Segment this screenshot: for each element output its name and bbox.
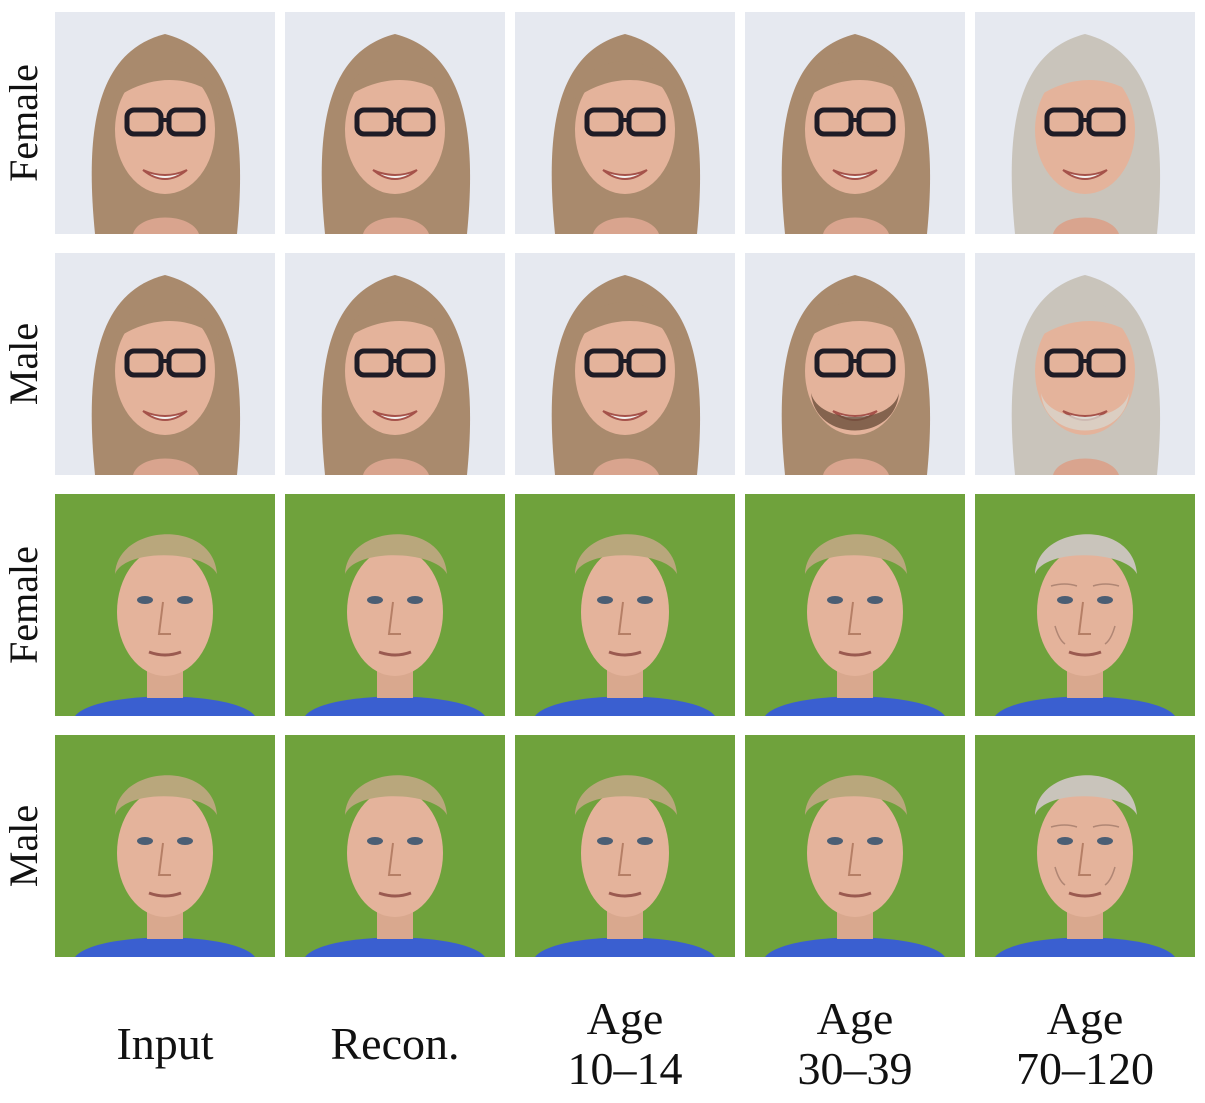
face-image: [745, 735, 965, 957]
portrait-r2-recon: [285, 253, 505, 475]
column-label-input: Input: [116, 1018, 214, 1070]
portrait-r1-age-30-39: [745, 12, 965, 234]
face-image: [975, 494, 1195, 716]
portrait-r4-age-30-39: [745, 735, 965, 957]
face-image: [515, 12, 735, 234]
portrait-r4-input: [55, 735, 275, 957]
portrait-r1-age-10-14: [515, 12, 735, 234]
portrait-r4-age-10-14: [515, 735, 735, 957]
column-label-recon: Recon.: [330, 1018, 460, 1070]
row-label-2: Male: [1, 322, 46, 406]
portrait-r2-age-70-120: [975, 253, 1195, 475]
face-image: [285, 253, 505, 475]
face-image: [975, 735, 1195, 957]
row-label-3: Female: [1, 546, 47, 664]
portrait-r3-input: [55, 494, 275, 716]
portrait-r2-age-30-39: [745, 253, 965, 475]
face-image: [285, 12, 505, 234]
column-label-age-10-14: Age 10–14: [567, 993, 683, 1094]
column-label-age-30-39: Age 30–39: [797, 993, 913, 1094]
portrait-r3-age-10-14: [515, 494, 735, 716]
portrait-r1-recon: [285, 12, 505, 234]
face-image: [55, 735, 275, 957]
face-image: [285, 494, 505, 716]
row-label-1: Female: [1, 64, 47, 182]
portrait-r2-age-10-14: [515, 253, 735, 475]
portrait-r1-input: [55, 12, 275, 234]
face-image: [745, 494, 965, 716]
face-image: [975, 253, 1195, 475]
portrait-r1-age-70-120: [975, 12, 1195, 234]
portrait-r4-recon: [285, 735, 505, 957]
face-image: [975, 12, 1195, 234]
portrait-r3-recon: [285, 494, 505, 716]
portrait-r3-age-70-120: [975, 494, 1195, 716]
face-image: [515, 494, 735, 716]
portrait-r4-age-70-120: [975, 735, 1195, 957]
portrait-r3-age-30-39: [745, 494, 965, 716]
face-image: [745, 12, 965, 234]
face-image: [285, 735, 505, 957]
face-image: [515, 253, 735, 475]
column-label-age-70-120: Age 70–120: [1016, 993, 1154, 1094]
portrait-r2-input: [55, 253, 275, 475]
face-image: [55, 494, 275, 716]
face-image: [55, 253, 275, 475]
face-image: [55, 12, 275, 234]
row-label-4: Male: [1, 804, 46, 888]
face-image: [745, 253, 965, 475]
face-image: [515, 735, 735, 957]
